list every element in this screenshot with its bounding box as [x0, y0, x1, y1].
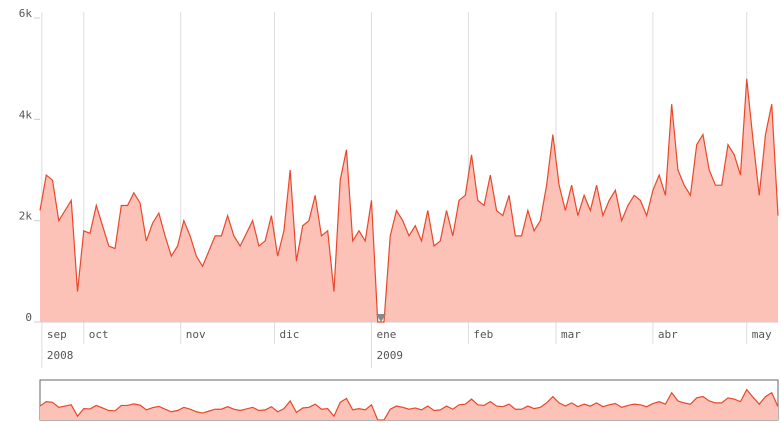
x-tick-label: feb [473, 328, 493, 341]
y-tick-label: 2k [19, 210, 33, 223]
y-tick-label: 4k [19, 108, 33, 121]
y-tick-label: 6k [19, 7, 33, 20]
year-tick-label: 2008 [47, 349, 73, 362]
main-line [39, 78, 779, 323]
x-tick-label: mar [561, 328, 581, 341]
y-tick-label: 0 [25, 311, 32, 324]
year-tick-label: 2009 [376, 349, 403, 362]
x-tick-label: ene [376, 328, 396, 341]
x-tick-label: nov [186, 328, 206, 341]
handle [376, 314, 386, 322]
x-tick-label: may [752, 328, 772, 341]
overview-area [40, 389, 778, 420]
x-tick-label: oct [89, 328, 109, 341]
x-tick-label: sep [47, 328, 67, 341]
main-area [40, 78, 778, 322]
x-tick-label: dic [280, 328, 300, 341]
overview-line [39, 388, 779, 421]
x-tick-label: abr [658, 328, 678, 341]
